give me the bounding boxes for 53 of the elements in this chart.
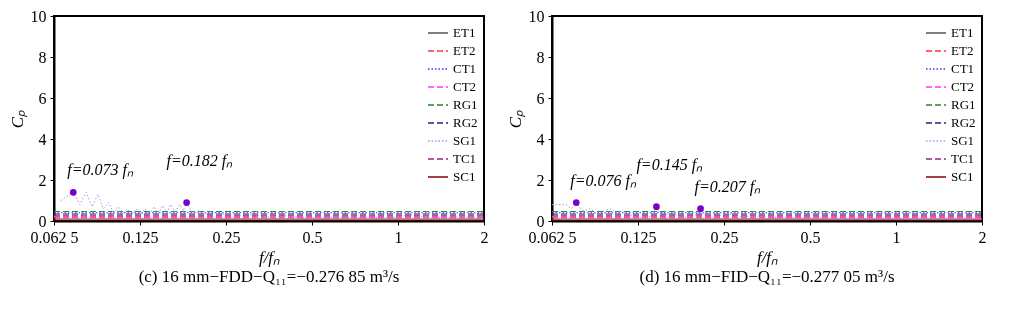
text: (d) 16 mm−FID−Q₁₁=−0.277 05 m³/s [639, 267, 895, 286]
y-tick-label: 2 [536, 171, 545, 189]
legend-label: RG2 [951, 115, 976, 130]
annotation: f=0.073 fₙ [67, 161, 134, 180]
y-tick-label: 4 [536, 130, 545, 148]
x-tick-label: 2 [480, 228, 489, 246]
legend-label: ET1 [453, 25, 476, 40]
text: (c) 16 mm−FDD−Q₁₁=−0.276 85 m³/s [138, 267, 400, 286]
x-tick-label: 0.25 [212, 228, 241, 246]
y-tick-label: 0 [38, 212, 47, 230]
y-tick-label: 10 [30, 7, 47, 25]
legend-label: SG1 [453, 133, 477, 148]
x-tick-label: 0.25 [710, 228, 739, 246]
x-tick-label: 1 [892, 228, 901, 246]
annotation: f=0.207 fₙ [694, 177, 762, 196]
legend-label: SG1 [951, 133, 975, 148]
x-tick-label: 0.062 5 [528, 228, 577, 246]
legend-label: TC1 [453, 151, 477, 166]
x-tick-label: 1 [394, 228, 403, 246]
legend-label: RG1 [453, 97, 478, 112]
legend-label: CT1 [453, 61, 477, 76]
x-tick-label: 0.062 5 [30, 228, 79, 246]
y-axis-title: Cₚ [505, 109, 526, 129]
y-tick-label: 2 [38, 171, 47, 189]
x-axis-title: f/fₙ [756, 247, 779, 267]
y-tick-label: 6 [38, 89, 47, 107]
x-tick-label: 0.5 [302, 228, 323, 246]
y-tick-label: 6 [536, 89, 545, 107]
legend-label: ET2 [951, 43, 974, 58]
legend-label: RG1 [951, 97, 976, 112]
y-tick-label: 8 [536, 48, 545, 66]
y-tick-label: 0 [536, 212, 545, 230]
x-axis-title: f/fₙ [258, 247, 281, 267]
x-tick-label: 0.125 [122, 228, 159, 246]
annotation: f=0.182 fₙ [166, 151, 234, 170]
legend-label: CT2 [951, 79, 975, 94]
x-tick-label: 2 [978, 228, 987, 246]
annotation: f=0.076 fₙ [570, 171, 637, 190]
legend-label: TC1 [951, 151, 975, 166]
legend-label: RG2 [453, 115, 478, 130]
y-tick-label: 10 [528, 7, 545, 25]
legend-label: CT1 [951, 61, 975, 76]
x-tick-label: 0.5 [800, 228, 821, 246]
legend-label: SC1 [951, 169, 974, 184]
y-axis-title: Cₚ [7, 109, 28, 129]
legend-label: SC1 [453, 169, 476, 184]
x-tick-label: 0.125 [620, 228, 657, 246]
legend-label: ET1 [951, 25, 974, 40]
legend-label: CT2 [453, 79, 477, 94]
y-tick-label: 4 [38, 130, 47, 148]
y-tick-label: 8 [38, 48, 47, 66]
annotation: f=0.145 fₙ [636, 155, 704, 174]
legend-label: ET2 [453, 43, 476, 58]
